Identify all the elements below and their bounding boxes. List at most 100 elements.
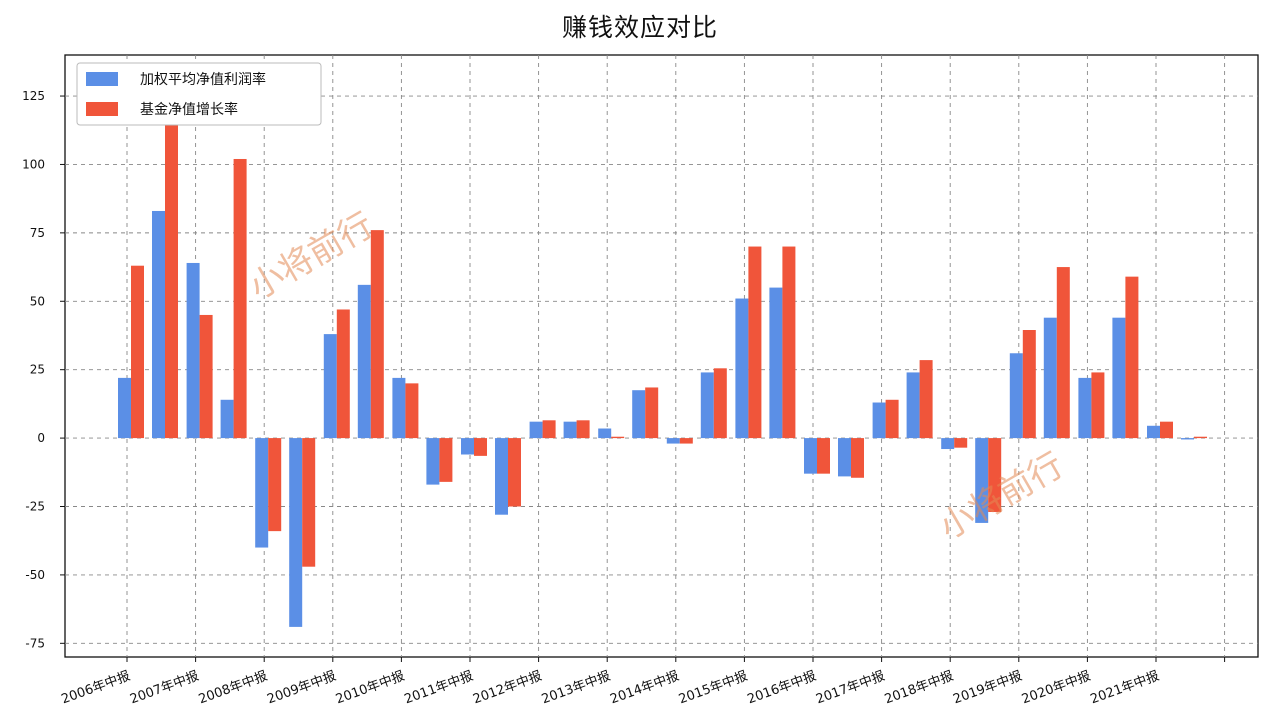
x-tick-label: 2016年中报	[745, 669, 818, 708]
y-tick-label: 50	[30, 294, 45, 308]
legend-box	[76, 62, 322, 126]
bar-基金净值增长率	[679, 438, 693, 444]
x-tick-label: 2009年中报	[265, 669, 338, 708]
bar-基金净值增长率	[405, 383, 419, 439]
bar-基金净值增长率	[645, 387, 659, 439]
bar-加权平均净值利润率	[426, 438, 440, 485]
bar-基金净值增长率	[233, 158, 247, 439]
bar-基金净值增长率	[817, 438, 830, 474]
bar-基金净值增长率	[885, 399, 899, 439]
bar-加权平均净值利润率	[255, 438, 269, 548]
bar-基金净值增长率	[576, 420, 590, 439]
bar-基金净值增长率	[542, 420, 556, 439]
x-tick-label: 2013年中报	[540, 669, 613, 708]
bar-加权平均净值利润率	[1009, 353, 1023, 439]
bar-加权平均净值利润率	[975, 438, 989, 523]
bar-加权平均净值利润率	[804, 438, 817, 474]
x-tick-label: 2007年中报	[128, 669, 201, 708]
bar-基金净值增长率	[439, 438, 453, 482]
bar-加权平均净值利润率	[529, 421, 543, 439]
bar-基金净值增长率	[199, 314, 213, 439]
bar-基金净值增长率	[302, 438, 316, 567]
bar-加权平均净值利润率	[666, 438, 680, 444]
bar-基金净值增长率	[1091, 372, 1105, 439]
legend-label: 基金净值增长率	[140, 101, 238, 118]
bar-加权平均净值利润率	[598, 428, 612, 439]
bar-基金净值增长率	[851, 438, 864, 478]
bar-基金净值增长率	[165, 74, 178, 439]
bar-基金净值增长率	[131, 265, 144, 439]
x-tick-label: 2008年中报	[197, 669, 270, 708]
bar-加权平均净值利润率	[941, 438, 955, 450]
x-tick-label: 2014年中报	[608, 669, 681, 708]
bar-加权平均净值利润率	[1181, 438, 1194, 440]
bar-加权平均净值利润率	[906, 372, 920, 439]
bar-基金净值增长率	[919, 360, 933, 439]
bar-加权平均净值利润率	[1078, 377, 1092, 439]
watermark: 小将前行	[933, 445, 1071, 548]
bar-基金净值增长率	[1160, 421, 1173, 439]
bar-加权平均净值利润率	[700, 372, 714, 439]
bar-加权平均净值利润率	[735, 298, 749, 439]
x-tick-label: 2019年中报	[951, 669, 1024, 708]
x-tick-label: 2020年中报	[1020, 669, 1093, 708]
bar-加权平均净值利润率	[357, 284, 371, 439]
legend-swatch	[86, 102, 118, 116]
y-tick-label: 75	[30, 226, 45, 240]
x-tick-label: 2006年中报	[59, 669, 132, 708]
bar-基金净值增长率	[1022, 330, 1036, 439]
y-tick-label: -25	[25, 500, 45, 514]
bar-基金净值增长率	[1125, 276, 1139, 439]
y-tick-label: 0	[37, 431, 45, 445]
bar-基金净值增长率	[370, 230, 384, 439]
bar-加权平均净值利润率	[1043, 317, 1057, 439]
x-tick-label: 2018年中报	[883, 669, 956, 708]
bar-基金净值增长率	[748, 246, 762, 439]
bar-基金净值增长率	[336, 309, 350, 439]
bar-加权平均净值利润率	[289, 438, 303, 627]
y-tick-label: 100	[22, 157, 45, 171]
bar-加权平均净值利润率	[1112, 317, 1126, 439]
bar-加权平均净值利润率	[495, 438, 508, 515]
y-tick-label: -75	[25, 636, 45, 650]
bar-基金净值增长率	[954, 438, 968, 448]
bar-加权平均净值利润率	[769, 287, 783, 439]
legend-swatch	[86, 72, 118, 86]
bar-基金净值增长率	[988, 438, 1002, 512]
bar-基金净值增长率	[713, 368, 727, 439]
x-tick-label: 2010年中报	[334, 669, 407, 708]
bar-加权平均净值利润率	[186, 262, 200, 439]
bar-加权平均净值利润率	[323, 334, 337, 439]
y-tick-label: 125	[22, 89, 45, 103]
y-tick-label: 25	[30, 363, 45, 377]
bar-加权平均净值利润率	[152, 210, 165, 439]
chart-title: 赚钱效应对比	[561, 13, 718, 42]
bar-加权平均净值利润率	[838, 438, 851, 477]
plot-frame	[64, 54, 1259, 658]
bar-基金净值增长率	[1056, 267, 1070, 439]
bar-基金净值增长率	[611, 436, 625, 439]
bar-加权平均净值利润率	[461, 438, 474, 455]
x-tick-label: 2011年中报	[402, 669, 475, 708]
legend-label: 加权平均净值利润率	[140, 71, 266, 88]
bar-加权平均净值利润率	[392, 377, 406, 439]
bar-加权平均净值利润率	[220, 399, 234, 439]
x-tick-label: 2012年中报	[471, 669, 544, 708]
x-tick-label: 2021年中报	[1088, 669, 1161, 708]
bar-加权平均净值利润率	[118, 377, 131, 439]
y-tick-label: -50	[25, 568, 45, 582]
bar-加权平均净值利润率	[872, 402, 886, 439]
x-tick-label: 2017年中报	[814, 669, 887, 708]
bar-加权平均净值利润率	[632, 390, 646, 439]
bar-基金净值增长率	[782, 246, 796, 439]
bar-加权平均净值利润率	[1147, 425, 1160, 439]
bar-加权平均净值利润率	[563, 421, 577, 439]
bar-基金净值增长率	[1194, 436, 1207, 439]
bar-基金净值增长率	[268, 438, 282, 532]
x-tick-label: 2015年中报	[677, 669, 750, 708]
bar-基金净值增长率	[508, 438, 521, 507]
bar-基金净值增长率	[474, 438, 487, 456]
